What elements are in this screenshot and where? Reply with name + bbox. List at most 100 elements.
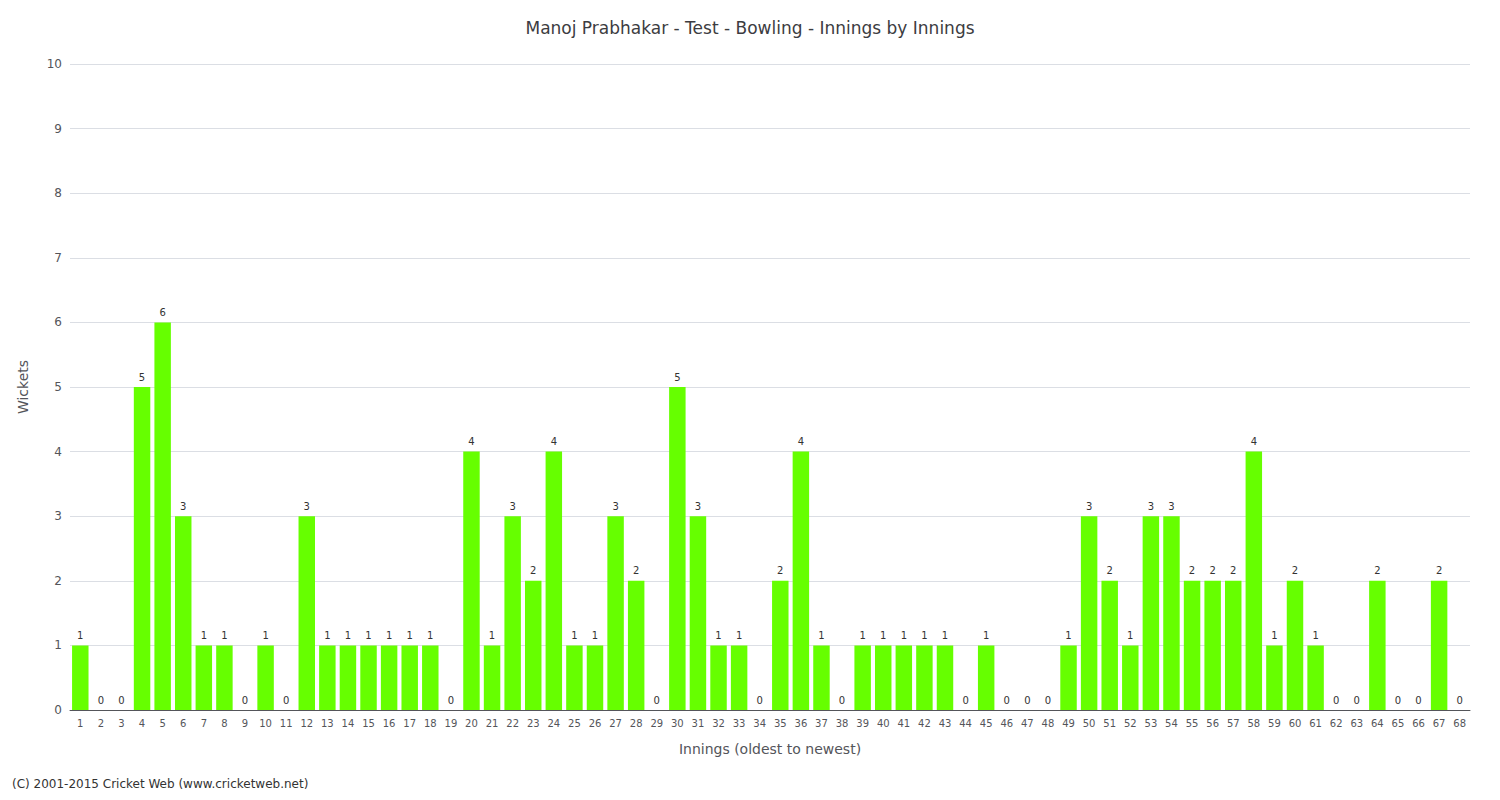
svg-text:5: 5 [674, 372, 680, 383]
svg-text:50: 50 [1083, 718, 1096, 729]
svg-text:1: 1 [262, 630, 268, 641]
svg-text:54: 54 [1165, 718, 1178, 729]
svg-text:1: 1 [921, 630, 927, 641]
svg-text:22: 22 [506, 718, 519, 729]
svg-text:8: 8 [221, 718, 227, 729]
svg-text:4: 4 [468, 436, 474, 447]
svg-text:9: 9 [242, 718, 248, 729]
svg-text:57: 57 [1227, 718, 1240, 729]
svg-text:1: 1 [736, 630, 742, 641]
svg-text:4: 4 [1251, 436, 1257, 447]
svg-text:42: 42 [918, 718, 931, 729]
svg-text:61: 61 [1309, 718, 1322, 729]
svg-text:5: 5 [54, 380, 62, 394]
svg-text:60: 60 [1289, 718, 1302, 729]
svg-text:0: 0 [448, 695, 454, 706]
svg-text:1: 1 [407, 630, 413, 641]
svg-text:0: 0 [98, 695, 104, 706]
svg-text:0: 0 [1004, 695, 1010, 706]
svg-text:2: 2 [1292, 565, 1298, 576]
svg-text:6: 6 [159, 307, 165, 318]
svg-text:53: 53 [1145, 718, 1158, 729]
svg-text:1: 1 [571, 630, 577, 641]
svg-text:0: 0 [757, 695, 763, 706]
svg-text:1: 1 [901, 630, 907, 641]
svg-text:2: 2 [1230, 565, 1236, 576]
svg-text:7: 7 [201, 718, 207, 729]
svg-text:1: 1 [1271, 630, 1277, 641]
svg-text:26: 26 [589, 718, 602, 729]
svg-text:23: 23 [527, 718, 540, 729]
svg-text:65: 65 [1392, 718, 1405, 729]
svg-text:1: 1 [715, 630, 721, 641]
svg-text:3: 3 [1086, 501, 1092, 512]
svg-text:16: 16 [383, 718, 396, 729]
svg-text:4: 4 [54, 445, 62, 459]
svg-text:5: 5 [139, 372, 145, 383]
svg-text:Wickets: Wickets [15, 360, 31, 414]
svg-text:39: 39 [856, 718, 869, 729]
svg-text:0: 0 [1457, 695, 1463, 706]
svg-text:1: 1 [201, 630, 207, 641]
svg-text:Innings (oldest to newest): Innings (oldest to newest) [679, 741, 861, 757]
svg-text:17: 17 [403, 718, 416, 729]
svg-text:37: 37 [815, 718, 828, 729]
svg-text:13: 13 [321, 718, 334, 729]
svg-text:4: 4 [798, 436, 804, 447]
svg-text:0: 0 [962, 695, 968, 706]
svg-text:1: 1 [942, 630, 948, 641]
svg-text:1: 1 [859, 630, 865, 641]
svg-text:6: 6 [180, 718, 186, 729]
svg-text:1: 1 [365, 630, 371, 641]
svg-text:51: 51 [1103, 718, 1116, 729]
svg-text:14: 14 [342, 718, 355, 729]
svg-text:3: 3 [54, 509, 62, 523]
svg-text:4: 4 [139, 718, 145, 729]
svg-text:0: 0 [1395, 695, 1401, 706]
svg-text:2: 2 [777, 565, 783, 576]
svg-text:0: 0 [242, 695, 248, 706]
svg-text:1: 1 [818, 630, 824, 641]
svg-text:30: 30 [671, 718, 684, 729]
svg-text:45: 45 [980, 718, 993, 729]
svg-text:0: 0 [54, 703, 62, 717]
svg-text:20: 20 [465, 718, 478, 729]
svg-text:0: 0 [118, 695, 124, 706]
svg-text:66: 66 [1412, 718, 1425, 729]
svg-text:1: 1 [77, 630, 83, 641]
svg-text:15: 15 [362, 718, 375, 729]
svg-text:48: 48 [1042, 718, 1055, 729]
svg-text:43: 43 [939, 718, 952, 729]
svg-text:0: 0 [283, 695, 289, 706]
svg-text:34: 34 [753, 718, 766, 729]
svg-text:29: 29 [650, 718, 663, 729]
svg-text:67: 67 [1433, 718, 1446, 729]
svg-text:41: 41 [897, 718, 910, 729]
svg-text:47: 47 [1021, 718, 1034, 729]
svg-text:2: 2 [1209, 565, 1215, 576]
svg-text:1: 1 [1312, 630, 1318, 641]
svg-text:0: 0 [1415, 695, 1421, 706]
svg-text:0: 0 [839, 695, 845, 706]
svg-text:1: 1 [77, 718, 83, 729]
svg-text:3: 3 [1168, 501, 1174, 512]
svg-text:2: 2 [1107, 565, 1113, 576]
svg-text:40: 40 [877, 718, 890, 729]
svg-text:3: 3 [612, 501, 618, 512]
svg-text:Manoj Prabhakar - Test - Bowli: Manoj Prabhakar - Test - Bowling - Innin… [525, 18, 974, 38]
svg-text:52: 52 [1124, 718, 1137, 729]
svg-text:1: 1 [54, 638, 62, 652]
svg-text:36: 36 [795, 718, 808, 729]
svg-text:62: 62 [1330, 718, 1343, 729]
svg-text:0: 0 [654, 695, 660, 706]
svg-text:8: 8 [54, 186, 62, 200]
svg-text:64: 64 [1371, 718, 1384, 729]
svg-text:35: 35 [774, 718, 787, 729]
svg-text:12: 12 [300, 718, 313, 729]
svg-text:31: 31 [692, 718, 705, 729]
svg-text:6: 6 [54, 315, 62, 329]
svg-text:1: 1 [221, 630, 227, 641]
svg-text:59: 59 [1268, 718, 1281, 729]
svg-text:3: 3 [695, 501, 701, 512]
svg-text:0: 0 [1045, 695, 1051, 706]
